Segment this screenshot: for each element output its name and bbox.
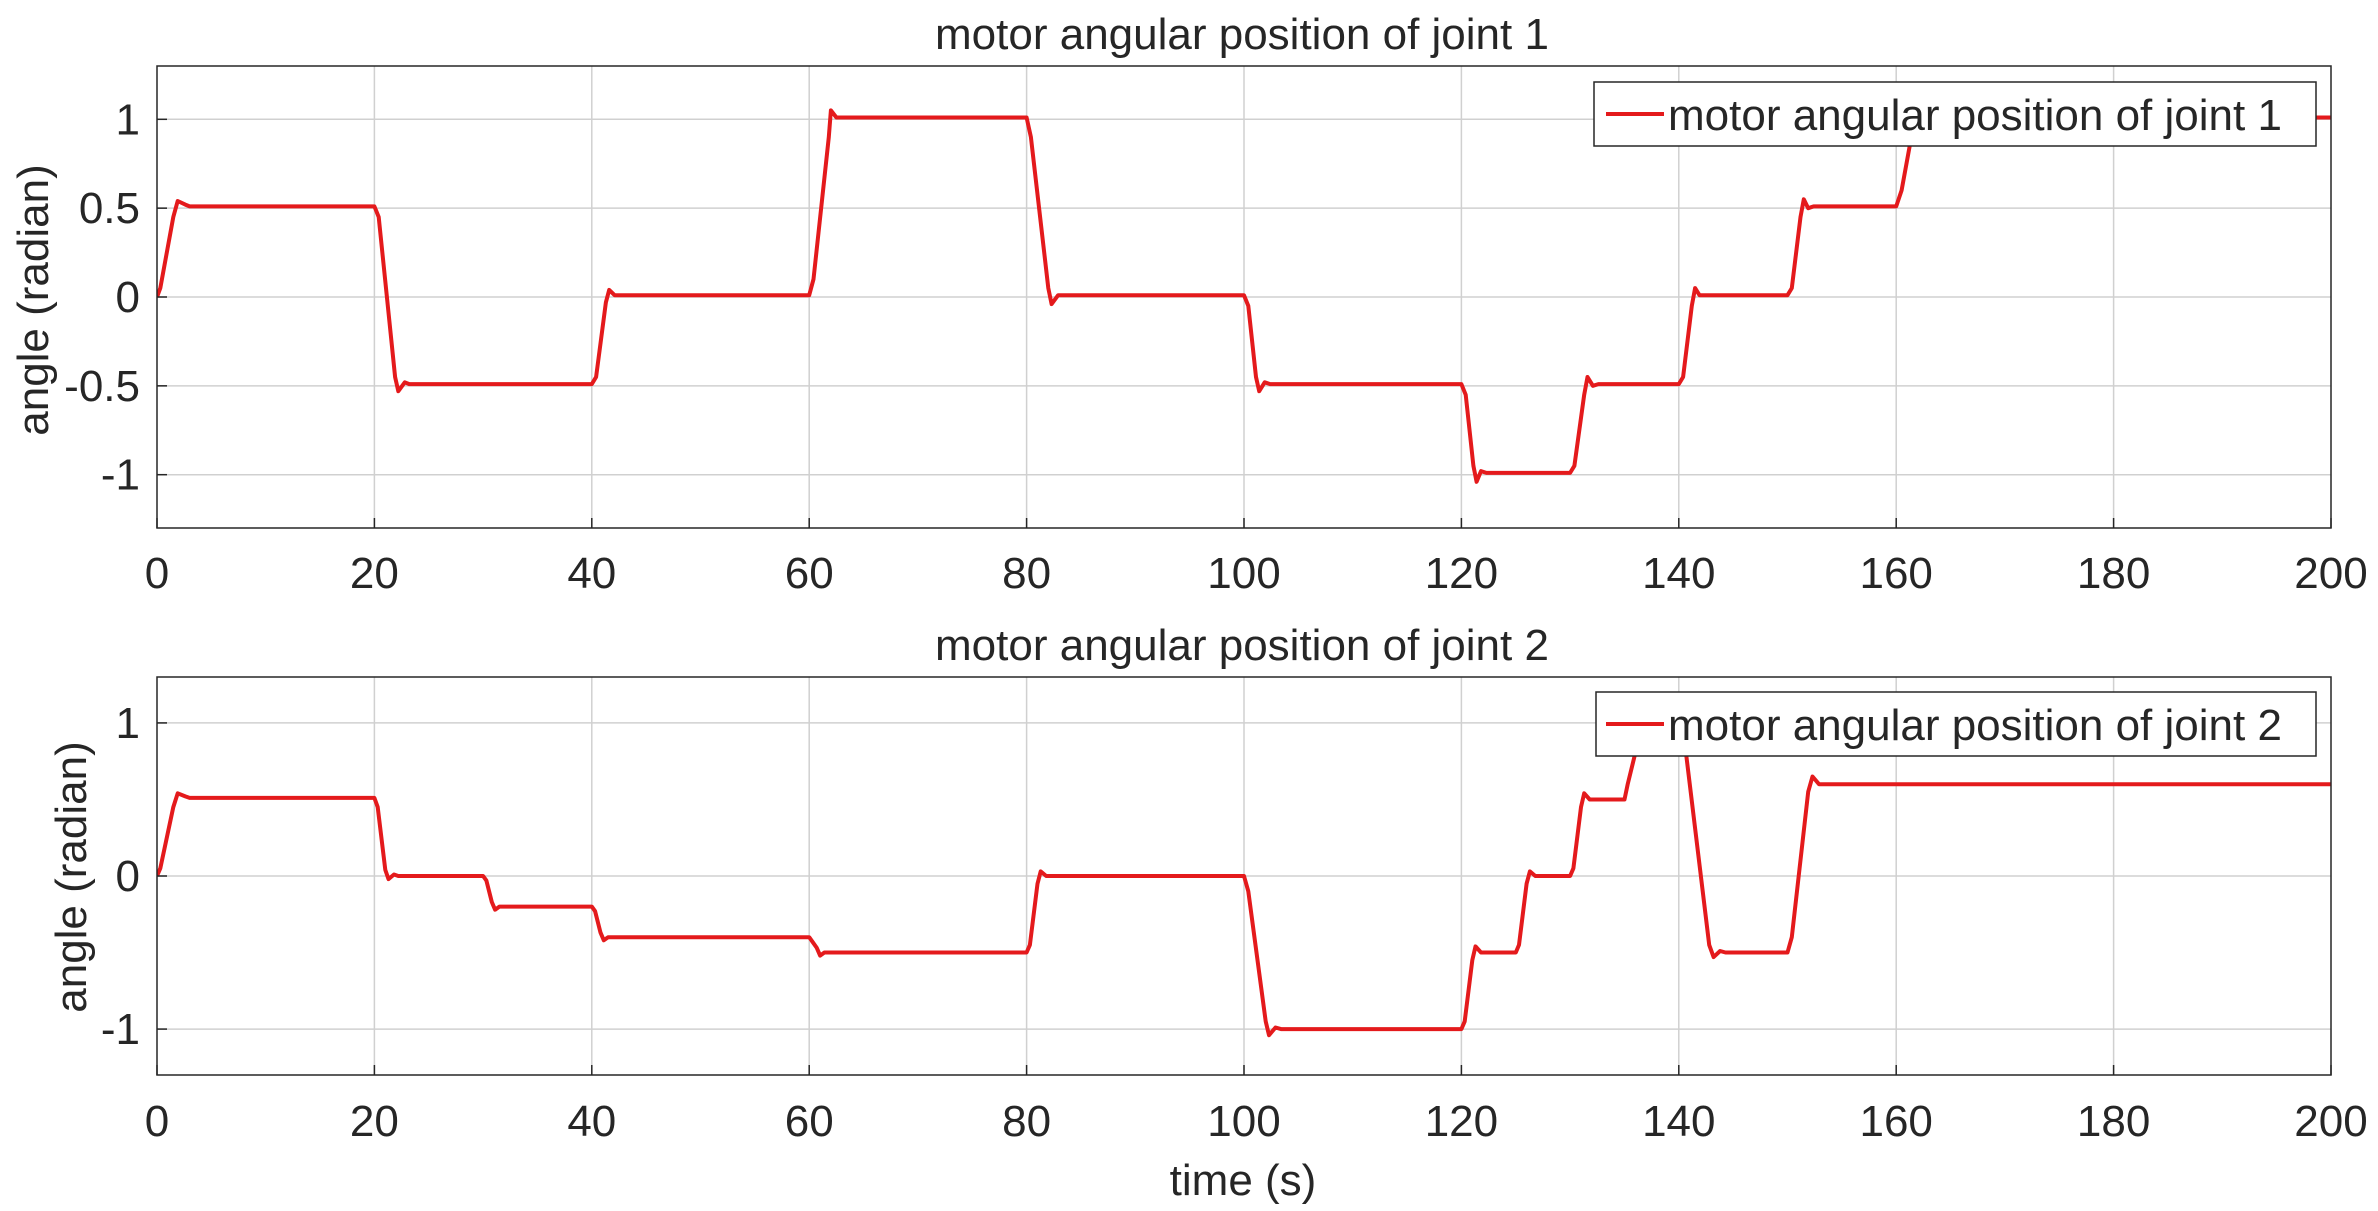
x-tick-label: 0 <box>145 1097 169 1146</box>
tick-labels: 0 20 40 60 80 100 120 140 160 180 200 -1 -0.5 0 0.5 1 <box>64 95 2368 598</box>
x-tick-label: 100 <box>1207 1097 1280 1146</box>
x-tick-label: 200 <box>2294 1097 2367 1146</box>
x-tick-label: 140 <box>1642 1097 1715 1146</box>
y-tick-label: -1 <box>101 1005 140 1054</box>
x-tick-label: 80 <box>1002 1097 1051 1146</box>
y-tick-label: -0.5 <box>64 362 140 411</box>
legend: motor angular position of joint 1 <box>1593 81 2317 147</box>
y-tick-label: 0 <box>116 273 140 322</box>
y-tick-label: -1 <box>101 451 140 500</box>
x-tick-label: 160 <box>1859 549 1932 598</box>
x-tick-label: 180 <box>2077 549 2150 598</box>
x-tick-label: 100 <box>1207 549 1280 598</box>
x-tick-label: 0 <box>145 549 169 598</box>
chart-joint-2: motor angular position of joint 2 0 20 40 6… <box>47 621 2368 1205</box>
x-tick-label: 60 <box>785 549 834 598</box>
x-axis-label: time (s) <box>1170 1156 1317 1205</box>
legend-box <box>1595 691 2317 757</box>
x-tick-label: 140 <box>1642 549 1715 598</box>
x-tick-label: 60 <box>785 1097 834 1146</box>
legend-entry: motor angular position of joint 2 <box>1668 701 2282 750</box>
chart-joint-1: motor angular position of joint 1 0 20 40 6… <box>9 10 2368 598</box>
x-tick-label: 160 <box>1859 1097 1932 1146</box>
series-line <box>157 108 2331 484</box>
chart-title: motor angular position of joint 2 <box>935 621 1549 670</box>
y-tick-label: 1 <box>116 95 140 144</box>
x-tick-label: 200 <box>2294 549 2367 598</box>
y-tick-label: 0 <box>116 852 140 901</box>
y-tick-label: 1 <box>116 699 140 748</box>
y-axis-label: angle (radian) <box>9 164 58 436</box>
x-tick-label: 180 <box>2077 1097 2150 1146</box>
y-axis-label: angle (radian) <box>47 741 96 1013</box>
legend-box <box>1593 81 2317 147</box>
x-tick-label: 40 <box>567 549 616 598</box>
y-tick-label: 0.5 <box>79 184 140 233</box>
legend-entry: motor angular position of joint 1 <box>1668 91 2282 140</box>
x-tick-label: 40 <box>567 1097 616 1146</box>
x-tick-label: 80 <box>1002 549 1051 598</box>
tick-labels: 0 20 40 60 80 100 120 140 160 180 200-101 <box>101 699 2368 1146</box>
x-tick-label: 20 <box>350 549 399 598</box>
legend: motor angular position of joint 2 <box>1595 691 2317 757</box>
chart-title: motor angular position of joint 1 <box>935 10 1549 59</box>
x-tick-label: 20 <box>350 1097 399 1146</box>
x-tick-label: 120 <box>1425 549 1498 598</box>
x-tick-label: 120 <box>1425 1097 1498 1146</box>
plot-area <box>157 108 2331 484</box>
